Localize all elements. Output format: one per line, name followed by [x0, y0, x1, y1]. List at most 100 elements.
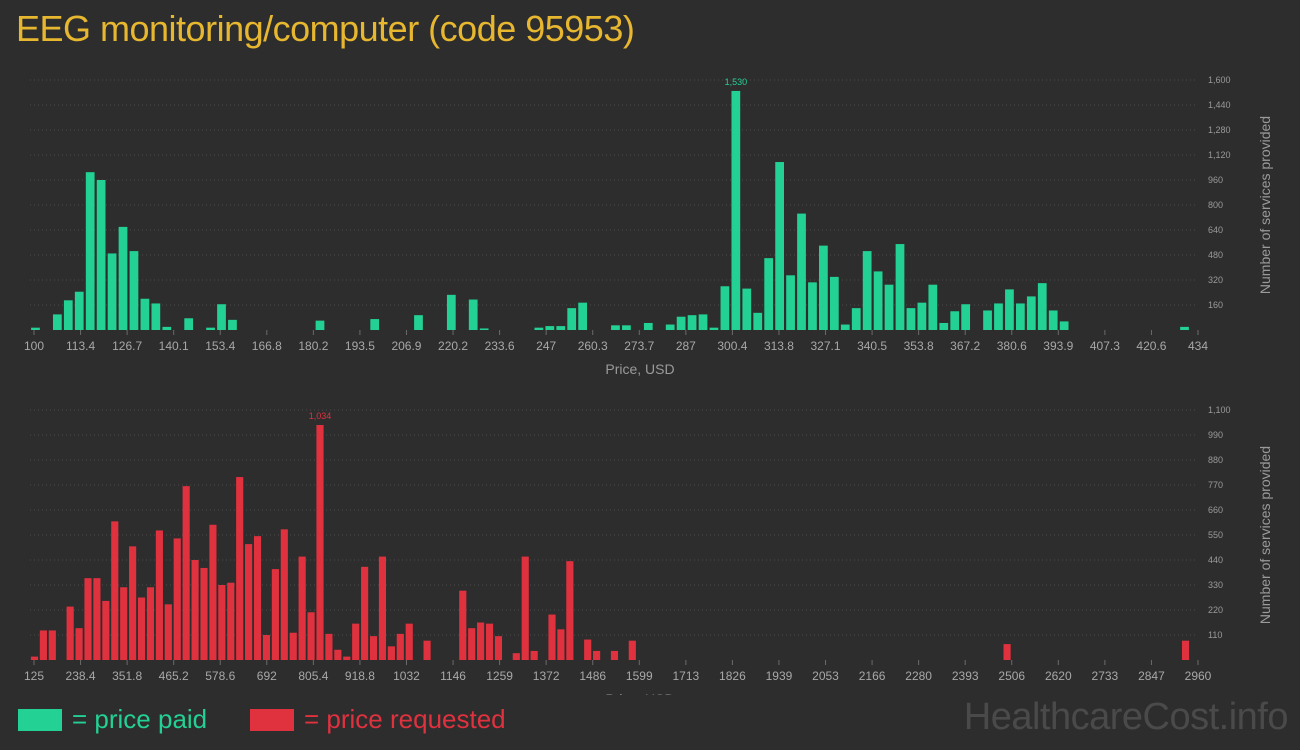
x-tick-label: 100	[24, 339, 44, 353]
bar	[819, 245, 828, 331]
x-tick-label: 126.7	[112, 339, 142, 353]
y-tick-label: 770	[1208, 480, 1223, 490]
x-tick-label: 465.2	[159, 669, 189, 683]
bar	[753, 312, 763, 330]
bar	[228, 319, 237, 330]
x-tick-label: 1259	[486, 669, 513, 683]
x-tick-label: 2393	[952, 669, 979, 683]
bar	[325, 633, 333, 660]
x-tick-label: 300.4	[717, 339, 747, 353]
x-tick-label: 220.2	[438, 339, 468, 353]
bar	[102, 600, 110, 660]
bar	[370, 319, 380, 330]
bar	[227, 582, 235, 660]
bar	[206, 327, 215, 330]
bar	[566, 561, 574, 660]
bar	[873, 271, 883, 330]
bar	[862, 251, 872, 330]
bar	[731, 90, 741, 330]
x-tick-label: 313.8	[764, 339, 794, 353]
x-tick-label: 180.2	[298, 339, 328, 353]
bar	[1003, 644, 1011, 660]
price-requested-chart: 1,034 110 220 330 440 550 660 770 880 990 1,100 125…	[24, 405, 1273, 695]
x-tick-label: 1032	[393, 669, 420, 683]
bar	[107, 253, 117, 330]
bar	[298, 556, 306, 660]
bar	[378, 556, 387, 660]
x-tick-label: 1713	[672, 669, 699, 683]
bar	[334, 649, 342, 660]
y-tick-label: 1,120	[1208, 150, 1231, 160]
x-tick-label: 2506	[998, 669, 1025, 683]
bar	[75, 628, 83, 660]
bar	[405, 623, 413, 660]
bar	[1037, 283, 1047, 331]
y-tick-label: 1,600	[1208, 75, 1231, 85]
x-tick-label: 1939	[766, 669, 793, 683]
y-tick-label: 800	[1208, 200, 1223, 210]
bar	[155, 530, 163, 660]
bar	[775, 162, 784, 330]
bar	[512, 653, 520, 660]
bar	[140, 298, 150, 330]
bar	[74, 291, 84, 330]
bar	[253, 536, 262, 660]
x-tick-label: 2847	[1138, 669, 1165, 683]
x-tick-label: 918.8	[345, 669, 375, 683]
bar	[245, 544, 253, 660]
bar	[423, 640, 431, 660]
bar	[96, 180, 106, 330]
x-tick-label: 1146	[440, 669, 466, 683]
x-tick-label: 247	[536, 339, 556, 353]
bar	[786, 275, 795, 330]
bar	[628, 640, 636, 660]
x-axis-title: Price, USD	[605, 691, 674, 695]
page-title: EEG monitoring/computer (code 95953)	[16, 8, 635, 49]
x-tick-label: 287	[676, 339, 696, 353]
bar	[950, 311, 960, 330]
price-paid-chart: 1,530 160 320 480 640 800 960 1,120 1,280 1,440 1,…	[24, 75, 1273, 377]
bars	[31, 90, 1189, 331]
bar	[162, 326, 172, 331]
bar	[709, 327, 719, 330]
bar	[939, 322, 949, 330]
y-tick-label: 640	[1208, 225, 1223, 235]
bar	[521, 556, 529, 660]
x-tick-label: 1826	[719, 669, 746, 683]
peak-label: 1,530	[725, 77, 748, 87]
bar	[797, 213, 806, 330]
y-tick-label: 220	[1208, 605, 1223, 615]
bar	[548, 614, 556, 660]
y-tick-label: 1,100	[1208, 405, 1231, 415]
x-tick-label: 692	[257, 669, 277, 683]
x-tick-label: 805.4	[298, 669, 328, 683]
bar	[289, 632, 297, 660]
bar	[262, 635, 271, 660]
x-tick-labels: 125 238.4 351.8 465.2 578.6 692 805.4 918.8 1032…	[24, 660, 1212, 683]
grid-lines	[30, 409, 1198, 636]
bar	[164, 604, 172, 660]
bar	[556, 326, 566, 330]
x-tick-label: 367.2	[950, 339, 980, 353]
bar	[961, 304, 971, 330]
bar	[52, 314, 62, 331]
x-tick-label: 238.4	[66, 669, 96, 683]
bar	[622, 325, 631, 330]
bar	[906, 308, 916, 331]
bar	[530, 650, 538, 660]
bar	[209, 524, 217, 660]
bar	[567, 308, 577, 331]
bar	[1005, 289, 1014, 331]
bar	[182, 486, 190, 660]
bar	[396, 633, 404, 660]
y-tick-label: 990	[1208, 430, 1223, 440]
legend-paid-label: = price paid	[72, 704, 208, 734]
bar	[352, 623, 360, 660]
bar	[414, 315, 423, 330]
x-tick-label: 2280	[905, 669, 932, 683]
x-tick-label: 2053	[812, 669, 839, 683]
bar	[30, 656, 39, 660]
legend-price-requested: = price requested	[250, 704, 506, 735]
bar	[851, 308, 861, 331]
y-tick-label: 960	[1208, 175, 1223, 185]
